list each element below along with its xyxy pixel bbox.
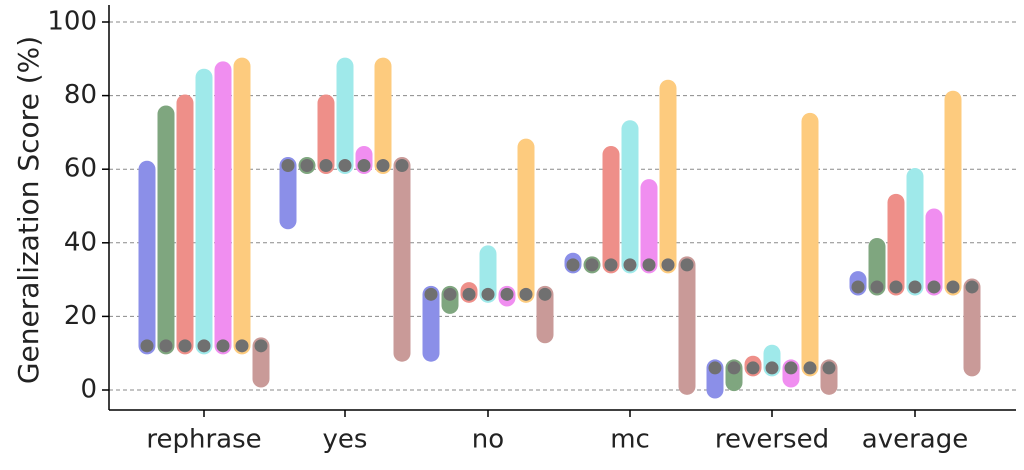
bar-average-series-3: [887, 193, 905, 296]
bar-rephrase-series-4: [195, 68, 213, 355]
baseline-marker-no-5: [500, 287, 514, 301]
bar-rephrase-series-2: [157, 105, 175, 355]
baseline-marker-no-3: [462, 287, 476, 301]
baseline-marker-rephrase-6: [235, 339, 249, 353]
bar-average-series-5: [925, 208, 943, 296]
y-tick-label-100: 100: [47, 7, 97, 37]
bar-yes-series-6: [374, 57, 392, 175]
baseline-marker-yes-4: [338, 159, 352, 173]
baseline-marker-no-1: [424, 287, 438, 301]
x-tick-labels: rephrase yes no mc reversed average: [146, 410, 968, 455]
baseline-marker-rephrase-2: [159, 339, 173, 353]
baseline-marker-reversed-4: [765, 361, 779, 375]
x-tick-label-rephrase: rephrase: [146, 425, 261, 455]
bar-yes-series-7: [393, 157, 411, 362]
baseline-marker-rephrase-5: [216, 339, 230, 353]
x-tick-label-reversed: reversed: [715, 425, 829, 455]
bar-mc-series-4: [621, 120, 639, 274]
baseline-marker-mc-6: [661, 258, 675, 272]
baseline-marker-average-7: [965, 280, 979, 294]
baseline-marker-rephrase-7: [254, 339, 268, 353]
bar-reversed-series-6: [801, 112, 819, 377]
baseline-marker-yes-1: [281, 159, 295, 173]
baseline-marker-mc-7: [680, 258, 694, 272]
baseline-marker-average-3: [889, 280, 903, 294]
y-tick-label-40: 40: [64, 227, 97, 257]
baseline-marker-rephrase-3: [178, 339, 192, 353]
axes: [108, 5, 1016, 411]
baseline-marker-reversed-6: [803, 361, 817, 375]
bar-mc-series-3: [602, 145, 620, 274]
bar-average-series-4: [906, 168, 924, 296]
y-tick-label-0: 0: [80, 375, 97, 405]
bar-mc-series-7: [678, 256, 696, 395]
baseline-marker-average-5: [927, 280, 941, 294]
y-axis-title: Generalization Score (%): [12, 36, 45, 384]
baseline-marker-mc-5: [642, 258, 656, 272]
baseline-marker-no-6: [519, 287, 533, 301]
bar-average-series-6: [944, 90, 962, 296]
baseline-marker-yes-5: [357, 159, 371, 173]
bar-yes-series-1: [279, 157, 297, 230]
baseline-marker-reversed-3: [746, 361, 760, 375]
bars: [138, 57, 981, 399]
bar-no-series-7: [536, 285, 554, 344]
y-tick-label-80: 80: [64, 80, 97, 110]
baseline-markers: [140, 159, 979, 375]
baseline-marker-mc-3: [604, 258, 618, 272]
baseline-marker-no-4: [481, 287, 495, 301]
bar-no-series-6: [517, 138, 535, 303]
bar-rephrase-series-6: [233, 57, 251, 355]
x-tick-label-yes: yes: [323, 425, 368, 455]
y-tick-label-20: 20: [64, 301, 97, 331]
baseline-marker-reversed-5: [784, 361, 798, 375]
baseline-marker-reversed-2: [727, 361, 741, 375]
baseline-marker-mc-2: [585, 258, 599, 272]
bar-average-series-7: [963, 278, 981, 377]
baseline-marker-rephrase-1: [140, 339, 154, 353]
baseline-marker-average-1: [851, 280, 865, 294]
x-tick-label-no: no: [472, 425, 504, 455]
baseline-marker-reversed-1: [708, 361, 722, 375]
bar-rephrase-series-1: [138, 160, 156, 355]
baseline-marker-rephrase-4: [197, 339, 211, 353]
baseline-marker-average-4: [908, 280, 922, 294]
baseline-marker-yes-3: [319, 159, 333, 173]
x-tick-label-mc: mc: [610, 425, 650, 455]
baseline-marker-reversed-7: [822, 361, 836, 375]
bar-no-series-4: [479, 245, 497, 303]
bar-rephrase-series-5: [214, 61, 232, 355]
y-tick-labels: 0 20 40 60 80 100: [47, 7, 109, 405]
bar-mc-series-6: [659, 79, 677, 274]
bar-yes-series-3: [317, 94, 335, 175]
baseline-marker-yes-6: [376, 159, 390, 173]
bar-average-series-2: [868, 237, 886, 296]
y-tick-label-60: 60: [64, 154, 97, 184]
bar-mc-series-5: [640, 179, 658, 274]
baseline-marker-yes-2: [300, 159, 314, 173]
baseline-marker-no-7: [538, 287, 552, 301]
bar-rephrase-series-3: [176, 94, 194, 355]
bar-no-series-1: [422, 285, 440, 362]
bar-yes-series-4: [336, 57, 354, 175]
x-tick-label-average: average: [862, 425, 968, 455]
baseline-marker-mc-1: [566, 258, 580, 272]
baseline-marker-no-2: [443, 287, 457, 301]
baseline-marker-average-2: [870, 280, 884, 294]
baseline-marker-yes-7: [395, 159, 409, 173]
baseline-marker-mc-4: [623, 258, 637, 272]
baseline-marker-average-6: [946, 280, 960, 294]
